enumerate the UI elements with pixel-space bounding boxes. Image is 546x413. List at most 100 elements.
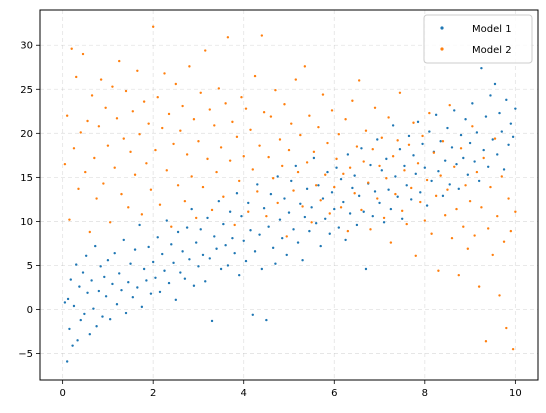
data-point [425,178,429,182]
data-point [228,159,232,162]
data-point [97,125,101,128]
y-tick-label: 25 [20,85,33,96]
data-point [76,339,79,342]
data-point [93,156,96,160]
data-point [244,259,248,263]
data-point [131,110,135,113]
data-point [344,118,347,121]
data-point [283,103,286,106]
data-point [330,191,334,194]
data-point [145,162,148,165]
data-point [192,284,196,287]
data-point [118,59,121,63]
data-point [394,175,397,178]
data-point [459,147,463,150]
data-point [197,265,200,268]
data-point [400,209,404,213]
data-point [339,177,343,181]
data-point [398,147,402,151]
data-point [446,126,449,130]
data-point [285,253,288,257]
data-point [226,264,230,267]
data-point [65,114,69,117]
data-point [185,226,189,229]
data-point [498,294,501,297]
data-point [423,166,427,169]
data-point [403,164,406,168]
data-point [437,269,440,272]
y-tick-label: 0 [27,305,33,316]
data-point [258,144,261,147]
data-point [265,318,268,322]
data-point [310,206,313,209]
data-point [170,225,173,228]
data-point [278,138,282,141]
data-point [378,201,381,205]
data-point [90,94,94,97]
data-point [106,144,110,147]
data-point [217,87,221,90]
data-point [156,96,159,99]
data-point [473,234,476,237]
data-point [357,79,361,82]
data-point [509,229,513,233]
data-point [373,106,377,109]
data-point [376,197,379,200]
data-point [351,186,354,190]
data-point [487,165,490,169]
data-point [496,214,499,218]
data-point [491,253,494,257]
data-point [317,125,320,129]
data-point [296,170,300,174]
y-tick-label: 5 [27,261,33,272]
data-point [222,195,225,198]
data-point [213,124,216,127]
data-point [68,327,71,331]
data-point [147,245,150,249]
data-point [335,157,338,161]
data-point [115,303,119,306]
data-point [333,207,336,211]
data-point [337,226,340,229]
data-point [466,247,470,250]
data-point [437,170,440,173]
data-point [161,252,164,256]
grid-lines [40,10,538,380]
data-point [194,241,198,244]
data-point [459,133,463,137]
data-point [507,143,510,146]
data-point [385,177,388,180]
data-point [412,121,415,124]
data-point [271,246,275,250]
data-point [262,110,266,114]
data-point [242,155,245,158]
data-point [235,192,239,195]
data-point [101,315,104,318]
data-point [391,124,395,127]
data-point [410,186,413,190]
data-point [215,247,218,250]
data-point [172,142,175,146]
data-point [231,236,234,240]
data-point [290,122,293,125]
data-point [120,192,123,196]
data-point [233,223,236,227]
data-point [238,179,241,183]
data-point [208,108,211,111]
data-point [281,236,284,240]
data-point [222,222,225,226]
data-point [147,122,150,125]
data-point [201,185,205,189]
data-point [271,177,275,180]
data-point [502,240,506,243]
data-point [274,88,277,92]
legend-label-model-1: Model 1 [472,24,512,35]
data-point [480,206,483,209]
data-point [79,318,82,322]
data-point [231,120,234,124]
data-point [258,233,261,236]
data-point [477,179,481,183]
data-point [219,267,223,271]
data-point [344,238,347,242]
